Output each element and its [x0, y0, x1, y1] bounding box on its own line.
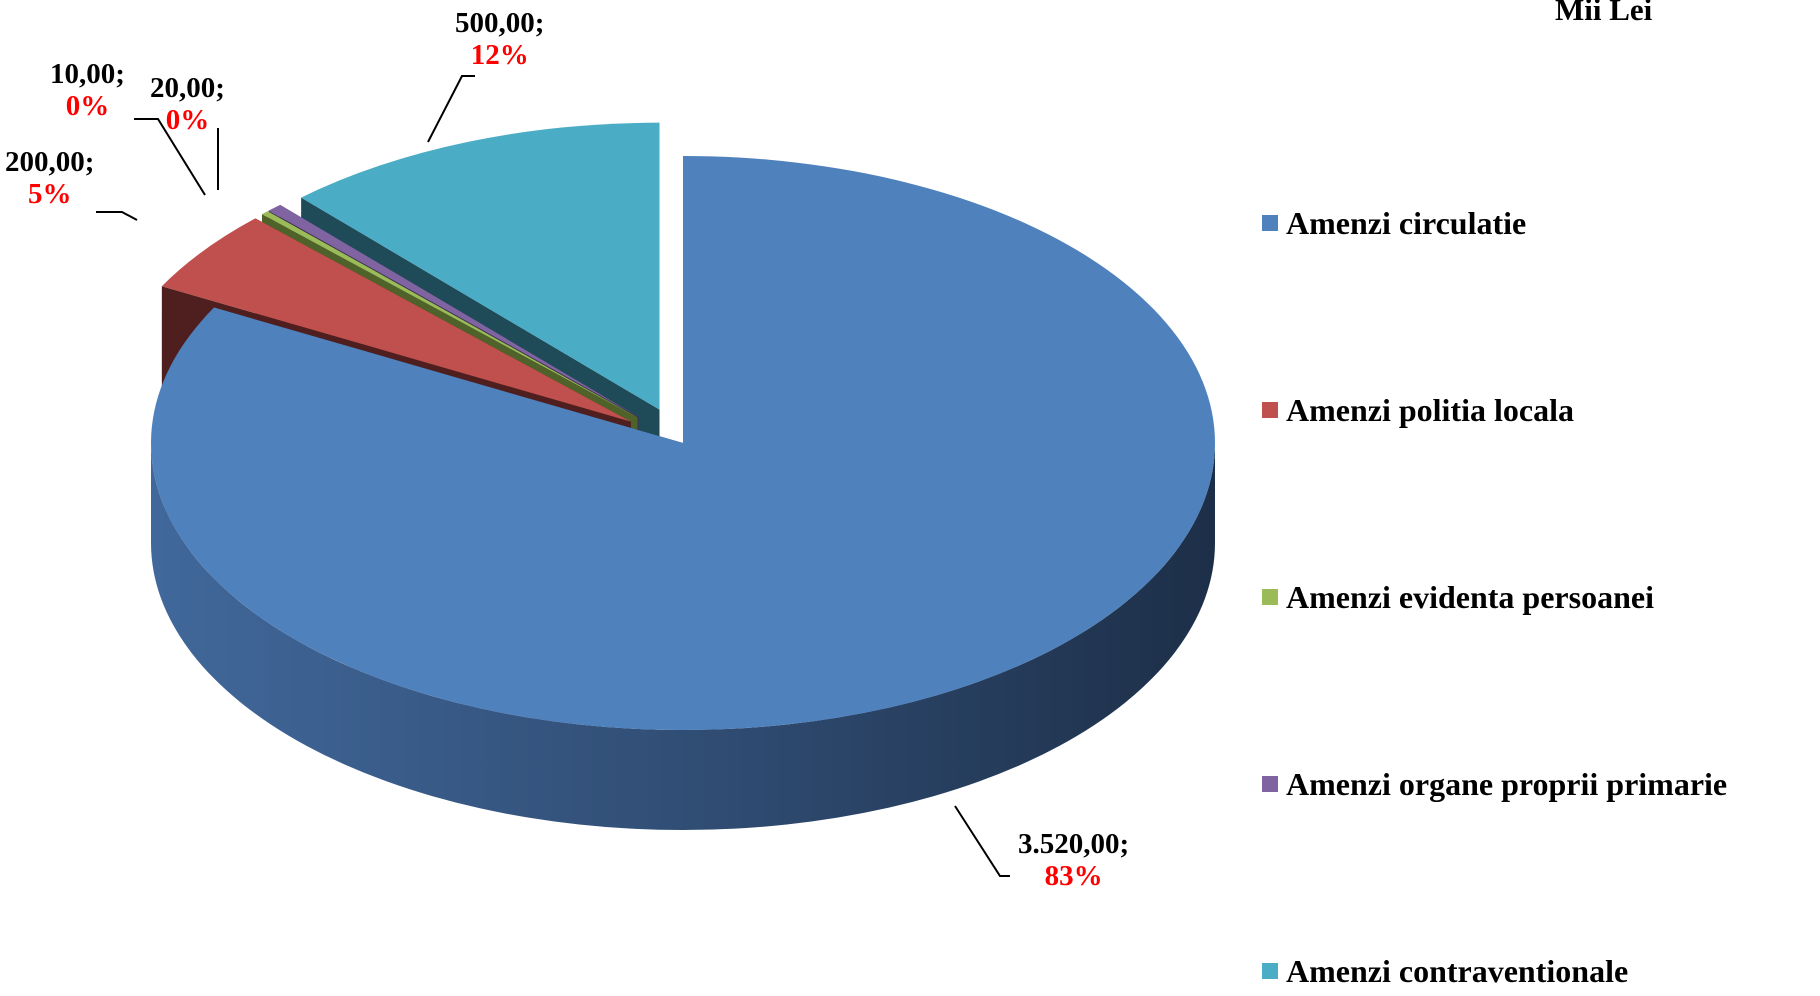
data-label-percent: 0% — [65, 90, 110, 122]
legend-label: Amenzi politia locala — [1286, 392, 1574, 428]
legend-item: Amenzi circulatie — [1262, 205, 1526, 242]
data-label-circulatie: 3.520,00; 83% — [1018, 828, 1129, 892]
data-label-percent: 83% — [1044, 860, 1103, 892]
data-label-percent: 5% — [27, 178, 72, 210]
data-label-percent: 12% — [470, 39, 529, 71]
slice-top — [268, 204, 639, 417]
data-label-value: 500,00; — [455, 7, 545, 39]
legend-label: Amenzi circulatie — [1286, 205, 1527, 241]
legend-item: Amenzi contraventionale — [1262, 953, 1628, 990]
leader-line-1 — [96, 211, 138, 221]
data-label-percent: 0% — [165, 104, 210, 136]
data-label-politia-locala: 200,00; 5% — [5, 146, 94, 210]
legend-swatch — [1262, 215, 1278, 231]
legend-swatch — [1262, 402, 1278, 418]
pie-slice-0 — [151, 156, 1215, 830]
data-label-value: 3.520,00; — [1018, 828, 1130, 860]
data-label-contraventionale: 500,00; 12% — [455, 7, 544, 71]
slice-rim — [151, 443, 1215, 830]
data-label-value: 20,00; — [150, 72, 225, 104]
slice-top — [161, 218, 631, 422]
legend-swatch — [1262, 963, 1278, 979]
legend-item: Amenzi politia locala — [1262, 392, 1574, 429]
leader-line-2 — [134, 118, 206, 196]
leader-line-0 — [954, 805, 1010, 877]
slice-top — [261, 211, 638, 418]
legend-item: Amenzi evidenta persoanei — [1262, 579, 1654, 616]
data-label-organe-proprii: 20,00; 0% — [150, 72, 225, 136]
legend-label: Amenzi contraventionale — [1286, 953, 1629, 989]
slice-top — [301, 122, 660, 410]
legend-label: Amenzi evidenta persoanei — [1286, 579, 1654, 615]
legend-swatch — [1262, 589, 1278, 605]
leader-line-4 — [427, 75, 475, 143]
legend-label: Amenzi organe proprii primarie — [1286, 766, 1728, 802]
data-label-value: 200,00; — [5, 146, 95, 178]
data-label-value: 10,00; — [50, 58, 125, 90]
legend-swatch — [1262, 776, 1278, 792]
legend-item: Amenzi organe proprii primarie — [1262, 766, 1727, 803]
slice-top — [151, 156, 1215, 730]
unit-label: Mii Lei — [1555, 0, 1653, 27]
data-label-evidenta-persoanei: 10,00; 0% — [50, 58, 125, 122]
